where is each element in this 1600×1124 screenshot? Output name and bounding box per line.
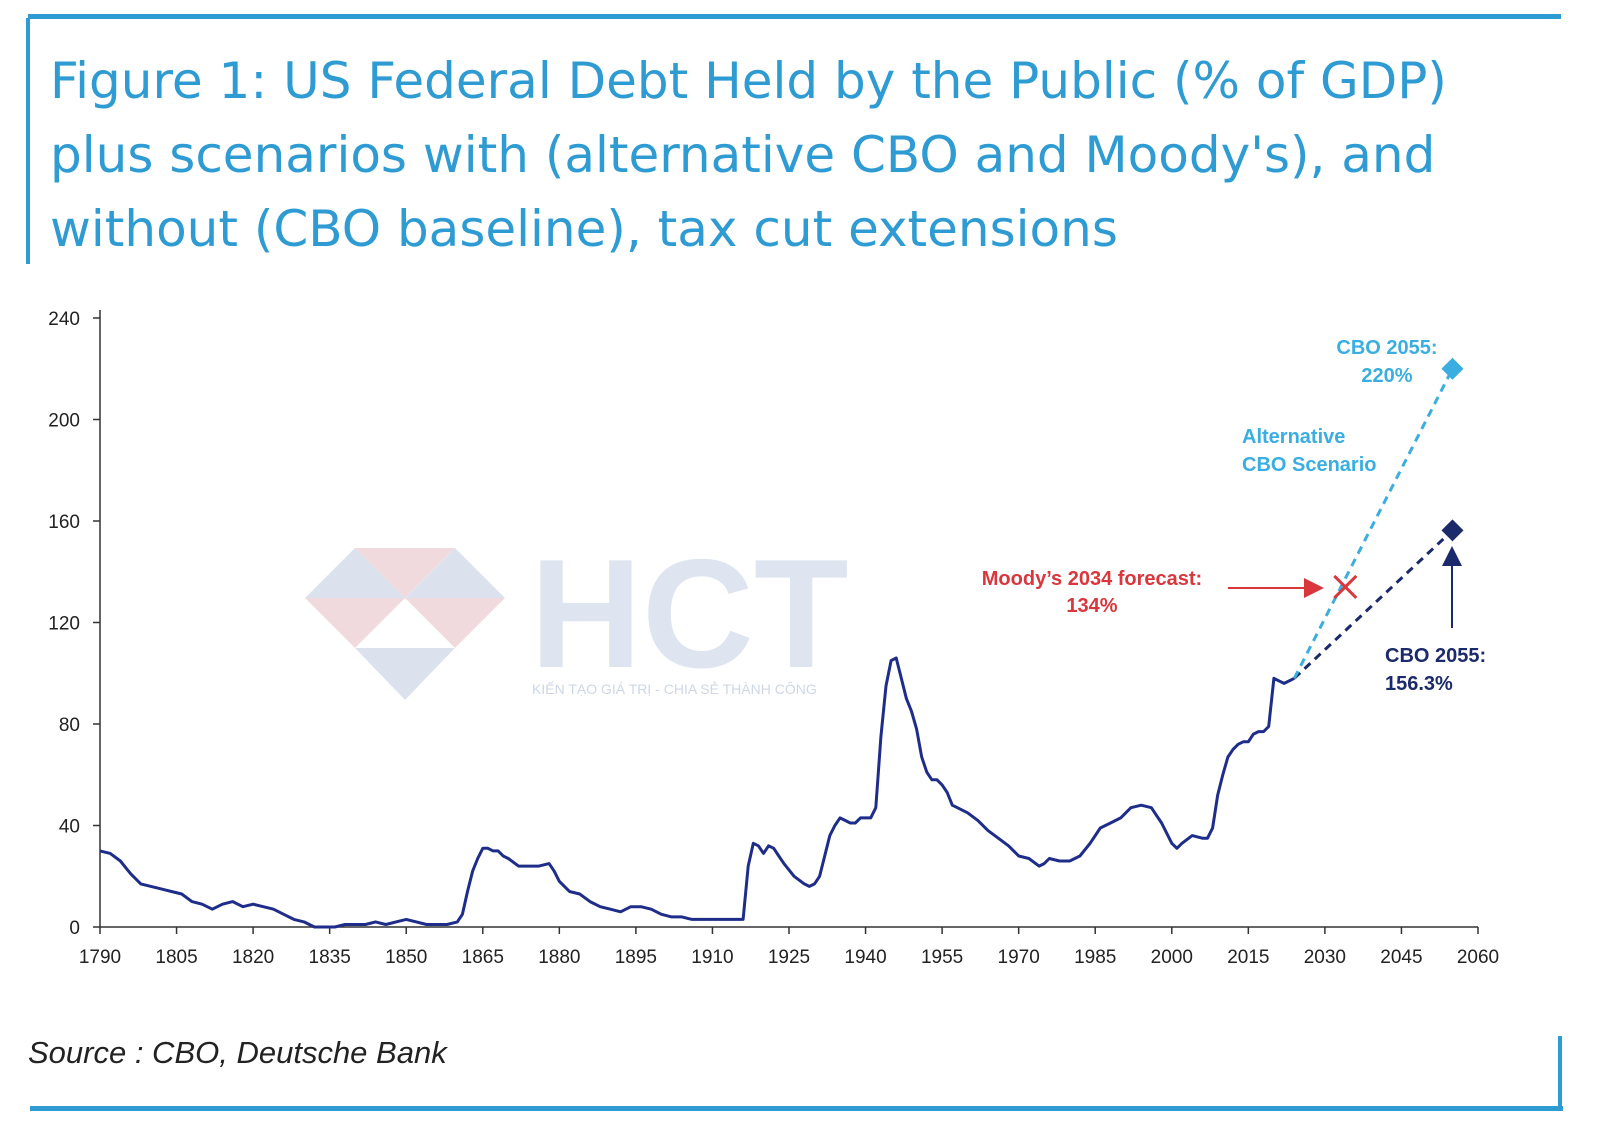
x-tick-label: 2030 [1304, 947, 1346, 968]
watermark-tagline: KIẾN TẠO GIÁ TRỊ - CHIA SẺ THÀNH CÔNG [532, 681, 817, 697]
moodys-label-line-1: Moody’s 2034 forecast: [982, 568, 1202, 590]
x-tick-label: 1955 [921, 947, 963, 968]
y-tick-label: 160 [48, 512, 80, 533]
left-rule [26, 18, 30, 264]
moodys-2034-marker [1333, 574, 1358, 600]
y-tick-label: 0 [69, 918, 80, 939]
x-tick: 1880 [538, 927, 580, 968]
x-tick-label: 1820 [232, 947, 274, 968]
x-tick-label: 1895 [615, 947, 657, 968]
bottom-rule [30, 1106, 1563, 1111]
y-tick: 200 [48, 411, 100, 432]
cbo-baseline-2055-marker [1441, 519, 1464, 542]
chart-title-line-2: plus scenarios with (alternative CBO and… [50, 126, 1436, 184]
chart-title-line-1: Figure 1: US Federal Debt Held by the Pu… [50, 52, 1447, 110]
watermark-logo-diamond-bottom [355, 648, 455, 700]
x-tick-label: 1865 [462, 947, 504, 968]
x-tick-label: 1940 [844, 947, 886, 968]
y-tick-label: 240 [48, 309, 80, 330]
source-note: Source : CBO, Deutsche Bank [28, 1035, 447, 1070]
x-tick: 1940 [844, 927, 887, 968]
alternative-cbo-projection-line [1292, 368, 1454, 679]
y-tick: 160 [48, 512, 100, 533]
alternative-scenario-label-line-2: CBO Scenario [1242, 454, 1376, 476]
x-tick: 1850 [385, 927, 427, 968]
x-tick: 2000 [1151, 927, 1193, 968]
series-layer [99, 357, 1464, 929]
x-tick-label: 2000 [1151, 947, 1193, 968]
hct-watermark: HCT KIẾN TẠO GIÁ TRỊ - CHIA SẺ THÀNH CÔN… [305, 527, 849, 700]
cbo-156-label-line-2: 156.3% [1385, 673, 1453, 695]
x-tick-label: 1790 [79, 947, 121, 968]
axes: 0 40 80 120 160 200 240 1790 1805 1820 1835 1850 186… [48, 309, 1499, 968]
watermark-logo-diamond-mid-right [405, 598, 505, 648]
debt-chart: HCT KIẾN TẠO GIÁ TRỊ - CHIA SẺ THÀNH CÔN… [48, 309, 1499, 968]
x-tick-label: 1970 [998, 947, 1040, 968]
x-tick-label: 2015 [1227, 947, 1269, 968]
cbo-156-label-line-1: CBO 2055: [1385, 645, 1486, 667]
cbo-220-label-line-2: 220% [1361, 365, 1412, 387]
x-tick: 1925 [768, 927, 810, 968]
x-tick-label: 1925 [768, 947, 810, 968]
chart-title: Figure 1: US Federal Debt Held by the Pu… [50, 44, 1550, 266]
y-tick: 120 [48, 614, 100, 635]
x-tick: 1955 [921, 927, 963, 968]
y-tick-label: 40 [59, 817, 80, 838]
cbo-220-label-line-1: CBO 2055: [1336, 337, 1437, 359]
x-tick: 2060 [1457, 927, 1499, 968]
top-rule [28, 14, 1561, 19]
x-tick: 1910 [691, 927, 734, 968]
y-tick-label: 120 [48, 614, 80, 635]
chart-title-line-3: without (CBO baseline), tax cut extensio… [50, 200, 1118, 258]
x-tick: 1820 [232, 927, 274, 968]
x-tick: 1970 [998, 927, 1040, 968]
moodys-label-line-2: 134% [1066, 595, 1117, 617]
y-tick: 80 [59, 715, 100, 736]
annotation-layer: CBO 2055: 220% Alternative CBO Scenario Mood… [982, 337, 1486, 695]
watermark-logo-diamond-top-left [305, 548, 405, 598]
x-tick-label: 1805 [155, 947, 197, 968]
x-tick-label: 1985 [1074, 947, 1116, 968]
y-tick-label: 200 [48, 411, 80, 432]
x-tick-label: 1835 [309, 947, 351, 968]
alternative-scenario-label-line-1: Alternative [1242, 426, 1345, 448]
x-tick: 1985 [1074, 927, 1116, 968]
alternative-cbo-2055-marker [1441, 357, 1464, 380]
x-tick: 1835 [309, 927, 351, 968]
y-tick-label: 80 [59, 715, 80, 736]
y-tick: 240 [48, 309, 100, 330]
x-tick-label: 2060 [1457, 947, 1499, 968]
watermark-logo-diamond-top-right [405, 548, 505, 598]
right-rule [1558, 1036, 1562, 1110]
y-tick: 40 [59, 817, 100, 838]
x-tick: 1805 [155, 927, 198, 968]
x-tick: 1895 [615, 927, 657, 968]
watermark-logo-text: HCT [530, 527, 849, 700]
x-tick-label: 1850 [385, 947, 427, 968]
x-tick-label: 1880 [538, 947, 580, 968]
x-tick: 1790 [79, 927, 121, 968]
x-tick-label: 2045 [1380, 947, 1422, 968]
watermark-logo-diamond-top-mid [355, 548, 455, 598]
watermark-logo-diamond-mid-left [305, 598, 405, 648]
x-tick: 2015 [1227, 927, 1269, 968]
historical-debt-line [99, 656, 1295, 929]
x-tick-label: 1910 [691, 947, 733, 968]
x-tick: 2045 [1380, 927, 1423, 968]
x-tick: 2030 [1304, 927, 1346, 968]
y-tick: 0 [69, 918, 100, 939]
x-tick: 1865 [462, 927, 504, 968]
